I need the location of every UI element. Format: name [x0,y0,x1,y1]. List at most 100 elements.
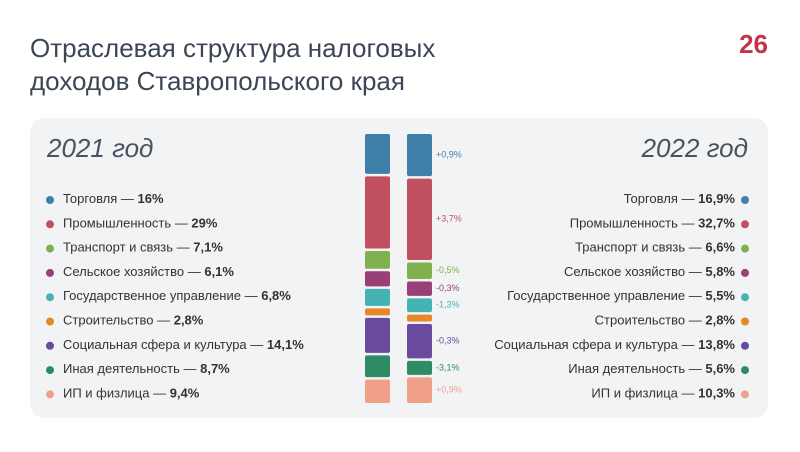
legend-marker [46,244,54,253]
legend-label: ИП и физлица — 10,3% [591,386,735,401]
legend-label: Государственное управление — 5,5% [507,289,735,304]
legend-label: ИП и физлица — 9,4% [63,386,200,401]
legend-marker [46,220,54,229]
legend-value: 6,6% [705,240,735,255]
legend-separator: — [678,337,698,352]
legend-name: Торговля [63,191,117,206]
legend-value: 29% [191,216,217,231]
legend-label: Строительство — 2,8% [595,313,736,328]
legend-name: Строительство [595,313,685,328]
year-label: 2022 год [641,133,748,163]
legend-name: Социальная сфера и культура [494,337,678,352]
legend-label: Сельское хозяйство — 6,1% [63,264,234,279]
panel [30,118,768,418]
legend-name: Промышленность [63,216,171,231]
year-label: 2021 год [46,133,153,163]
legend-separator: — [117,191,137,206]
legend-name: Строительство [63,313,153,328]
legend-name: ИП и физлица [591,386,678,401]
legend-marker [46,268,54,277]
legend-separator: — [685,362,705,377]
legend-separator: — [171,216,191,231]
legend-marker [741,220,749,229]
legend-value: 7,1% [193,240,223,255]
legend-label: Промышленность — 29% [63,216,218,231]
legend-value: 5,8% [705,264,735,279]
legend-marker [46,293,54,302]
legend-marker [46,317,54,326]
bar-segment [365,308,390,316]
change-label: -0,3% [436,283,460,293]
legend-separator: — [678,191,698,206]
legend-label: Иная деятельность — 8,7% [63,362,230,377]
legend-separator: — [184,264,204,279]
legend-separator: — [685,313,705,328]
bar-segment [407,314,432,322]
legend-separator: — [685,289,705,304]
legend-label: Строительство — 2,8% [63,313,204,328]
legend-value: 9,4% [170,386,200,401]
bar-segment [407,298,432,313]
bar-segment [407,134,432,177]
legend-separator: — [247,337,267,352]
legend-label: Государственное управление — 6,8% [63,289,291,304]
legend-name: Сельское хозяйство [63,264,184,279]
bar-segment [407,377,432,403]
legend-value: 13,8% [698,337,735,352]
legend-name: Иная деятельность [63,362,180,377]
legend-name: Сельское хозяйство [564,264,685,279]
legend-marker [741,293,749,302]
legend-label: Промышленность — 32,7% [570,216,736,231]
legend-marker [741,366,749,375]
bar-segment [365,251,390,269]
legend-marker [741,244,749,253]
bar-segment [407,262,432,279]
legend-name: Социальная сфера и культура [63,337,247,352]
legend-value: 10,3% [698,386,735,401]
legend-marker [46,366,54,375]
legend-separator: — [149,386,169,401]
legend-value: 2,8% [174,313,204,328]
legend-label: Торговля — 16,9% [624,191,736,206]
chart-title: доходов Ставропольского края [30,66,405,96]
bar-segment [365,271,390,287]
legend-name: Торговля [624,191,678,206]
legend-label: Сельское хозяйство — 5,8% [564,264,735,279]
legend-value: 32,7% [698,216,735,231]
legend-separator: — [685,240,705,255]
legend-label: Транспорт и связь — 6,6% [575,240,735,255]
legend-value: 16,9% [698,191,735,206]
legend-separator: — [685,264,705,279]
bar-segment [407,360,432,375]
legend-name: Транспорт и связь [575,240,685,255]
legend-label: Торговля — 16% [63,191,164,206]
legend-marker [741,268,749,277]
legend-label: Социальная сфера и культура — 13,8% [494,337,735,352]
legend-marker [46,390,54,399]
change-label: +3,7% [436,214,462,224]
legend-separator: — [153,313,173,328]
bar-segment [365,288,390,306]
legend-name: ИП и физлица [63,386,150,401]
legend-name: Иная деятельность [568,362,685,377]
bar-segment [407,281,432,296]
legend-marker [46,196,54,204]
legend-separator: — [241,289,261,304]
change-label: -1,3% [436,300,460,310]
logo: 26 [739,29,768,59]
legend-name: Транспорт и связь [63,240,173,255]
legend-value: 8,7% [200,362,230,377]
change-label: -0,3% [436,336,460,346]
legend-marker [46,341,54,350]
legend-value: 6,1% [204,264,234,279]
legend-separator: — [180,362,200,377]
legend-value: 5,6% [705,362,735,377]
bar-segment [365,176,390,249]
legend-label: Транспорт и связь — 7,1% [63,240,223,255]
bar-segment [407,324,432,359]
change-label: -3,1% [436,362,460,372]
bar-segment [365,134,390,174]
bar-segment [365,355,390,378]
legend-separator: — [678,216,698,231]
